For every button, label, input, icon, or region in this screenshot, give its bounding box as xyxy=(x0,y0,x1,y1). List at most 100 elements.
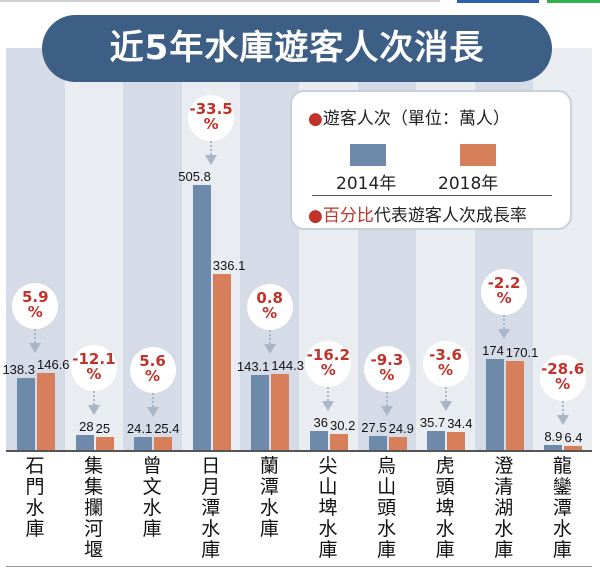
arrow-down-icon xyxy=(146,406,159,417)
share-button-green[interactable] xyxy=(547,0,600,3)
growth-rate-bubble: 5.9% xyxy=(12,283,59,330)
arrow-down-icon xyxy=(87,405,100,416)
category-label-char: 鑾 xyxy=(552,476,572,498)
percent-sign: % xyxy=(86,365,102,384)
legend-note: ●百分比代表遊客人次成長率 xyxy=(308,201,527,226)
percent-sign: % xyxy=(27,303,43,322)
legend-unit-text: 遊客人次（單位：萬人） xyxy=(322,109,510,129)
growth-rate-value: -16.2 xyxy=(306,346,350,365)
category-label-char: 庫 xyxy=(435,539,455,561)
category-label-char: 庫 xyxy=(318,539,338,561)
category-label-char: 集 xyxy=(84,476,104,498)
dotted-arrow-line xyxy=(210,141,213,155)
growth-rate-bubble: -28.6% xyxy=(539,355,586,402)
value-label-2014: 28 xyxy=(79,419,94,435)
growth-rate-value: -33.5 xyxy=(189,100,233,118)
bar-2014 xyxy=(310,431,328,450)
growth-rate-value: -28.6 xyxy=(541,360,585,379)
percent-sign: % xyxy=(203,115,219,133)
value-label-2018: 144.3 xyxy=(271,358,304,374)
category-label: 澄清湖水庫 xyxy=(475,456,533,561)
growth-rate-value: -9.3 xyxy=(370,350,404,369)
arrow-down-icon xyxy=(498,328,511,339)
dotted-arrow-line xyxy=(385,391,388,406)
bullet-icon: ● xyxy=(308,109,323,129)
share-button-blue[interactable] xyxy=(457,0,539,3)
category-label: 龍鑾潭水庫 xyxy=(533,456,591,561)
value-label-2014: 138.3 xyxy=(2,361,35,377)
category-label: 集集攔河堰 xyxy=(65,456,123,561)
legend: ●遊客人次（單位：萬人） 2014年 2018年 ●百分比代表遊客人次成長率 xyxy=(290,90,572,230)
percent-sign: % xyxy=(320,361,336,380)
legend-swatch-2018 xyxy=(460,144,496,166)
category-label-char: 頭 xyxy=(377,497,397,519)
category-label-char: 庫 xyxy=(142,518,162,540)
column-band xyxy=(6,48,66,451)
page-top-border xyxy=(0,0,440,2)
growth-rate-bubble: -3.6% xyxy=(422,341,469,388)
dotted-arrow-line xyxy=(503,314,506,329)
category-label-char: 湖 xyxy=(494,497,514,519)
value-label-2014: 505.8 xyxy=(178,169,211,184)
value-label-2014: 27.5 xyxy=(361,419,387,435)
value-label-2014: 174 xyxy=(482,342,504,358)
category-label-char: 月 xyxy=(201,476,221,498)
category-label-char: 烏 xyxy=(377,455,397,477)
value-label-2018: 25.4 xyxy=(154,420,180,436)
category-label: 石門水庫 xyxy=(6,456,64,540)
value-label-2018: 24.9 xyxy=(388,420,414,436)
growth-rate-bubble: 5.6% xyxy=(129,346,176,393)
bar-2014 xyxy=(427,431,446,450)
category-label-char: 澄 xyxy=(494,455,514,477)
percent-sign: % xyxy=(555,375,571,394)
category-label-char: 頭 xyxy=(435,476,455,498)
value-label-2014: 24.1 xyxy=(126,421,153,437)
arrow-down-icon xyxy=(29,343,42,354)
value-label-2014: 8.9 xyxy=(544,429,563,445)
legend-swatch-2014 xyxy=(350,144,386,166)
value-label-2014: 35.7 xyxy=(419,415,446,431)
bar-2014 xyxy=(17,377,35,450)
category-label-char: 水 xyxy=(201,518,221,540)
value-label-2018: 34.4 xyxy=(447,415,473,431)
category-label: 蘭潭水庫 xyxy=(240,456,298,540)
value-label-2014: 143.1 xyxy=(236,359,270,375)
growth-rate-value: 5.6 xyxy=(139,351,166,370)
category-label-char: 堰 xyxy=(84,539,104,561)
category-label-char: 尖 xyxy=(318,455,338,477)
category-label-char: 山 xyxy=(318,476,338,498)
legend-divider xyxy=(312,195,552,196)
category-label: 烏山頭水庫 xyxy=(358,456,416,561)
bar-2014 xyxy=(485,358,504,450)
category-label-char: 山 xyxy=(377,476,397,498)
growth-rate-bubble: -16.2% xyxy=(305,341,352,388)
growth-rate-value: 5.9 xyxy=(22,288,49,307)
legend-unit: ●遊客人次（單位：萬人） xyxy=(308,104,510,129)
category-label-char: 石 xyxy=(25,455,45,477)
arrow-down-icon xyxy=(263,344,276,355)
category-label: 虎頭埤水庫 xyxy=(416,456,474,561)
category-label-char: 潭 xyxy=(552,497,572,519)
bar-2014 xyxy=(251,375,270,450)
bottom-border xyxy=(6,566,592,567)
category-label-char: 庫 xyxy=(494,539,514,561)
category-label-char: 虎 xyxy=(435,455,455,477)
value-label-2018: 336.1 xyxy=(212,257,246,273)
category-label-char: 潭 xyxy=(201,497,221,519)
chart-title: 近5年水庫遊客人次消長 xyxy=(42,15,552,82)
value-label-2018: 170.1 xyxy=(505,344,539,360)
bar-2018 xyxy=(564,446,583,450)
bar-2018 xyxy=(388,436,407,450)
arrow-down-icon xyxy=(556,415,569,426)
legend-label-2018: 2018年 xyxy=(438,174,499,194)
legend-note-text-2: 成長率 xyxy=(475,206,527,226)
bar-2014 xyxy=(368,435,387,450)
bar-2014 xyxy=(544,445,563,450)
dotted-arrow-line xyxy=(444,387,447,402)
value-label-2018: 146.6 xyxy=(37,357,70,373)
bar-2014 xyxy=(75,435,94,450)
dotted-arrow-line xyxy=(327,387,330,402)
category-label-char: 埤 xyxy=(318,497,338,519)
category-label-char: 水 xyxy=(377,518,397,540)
